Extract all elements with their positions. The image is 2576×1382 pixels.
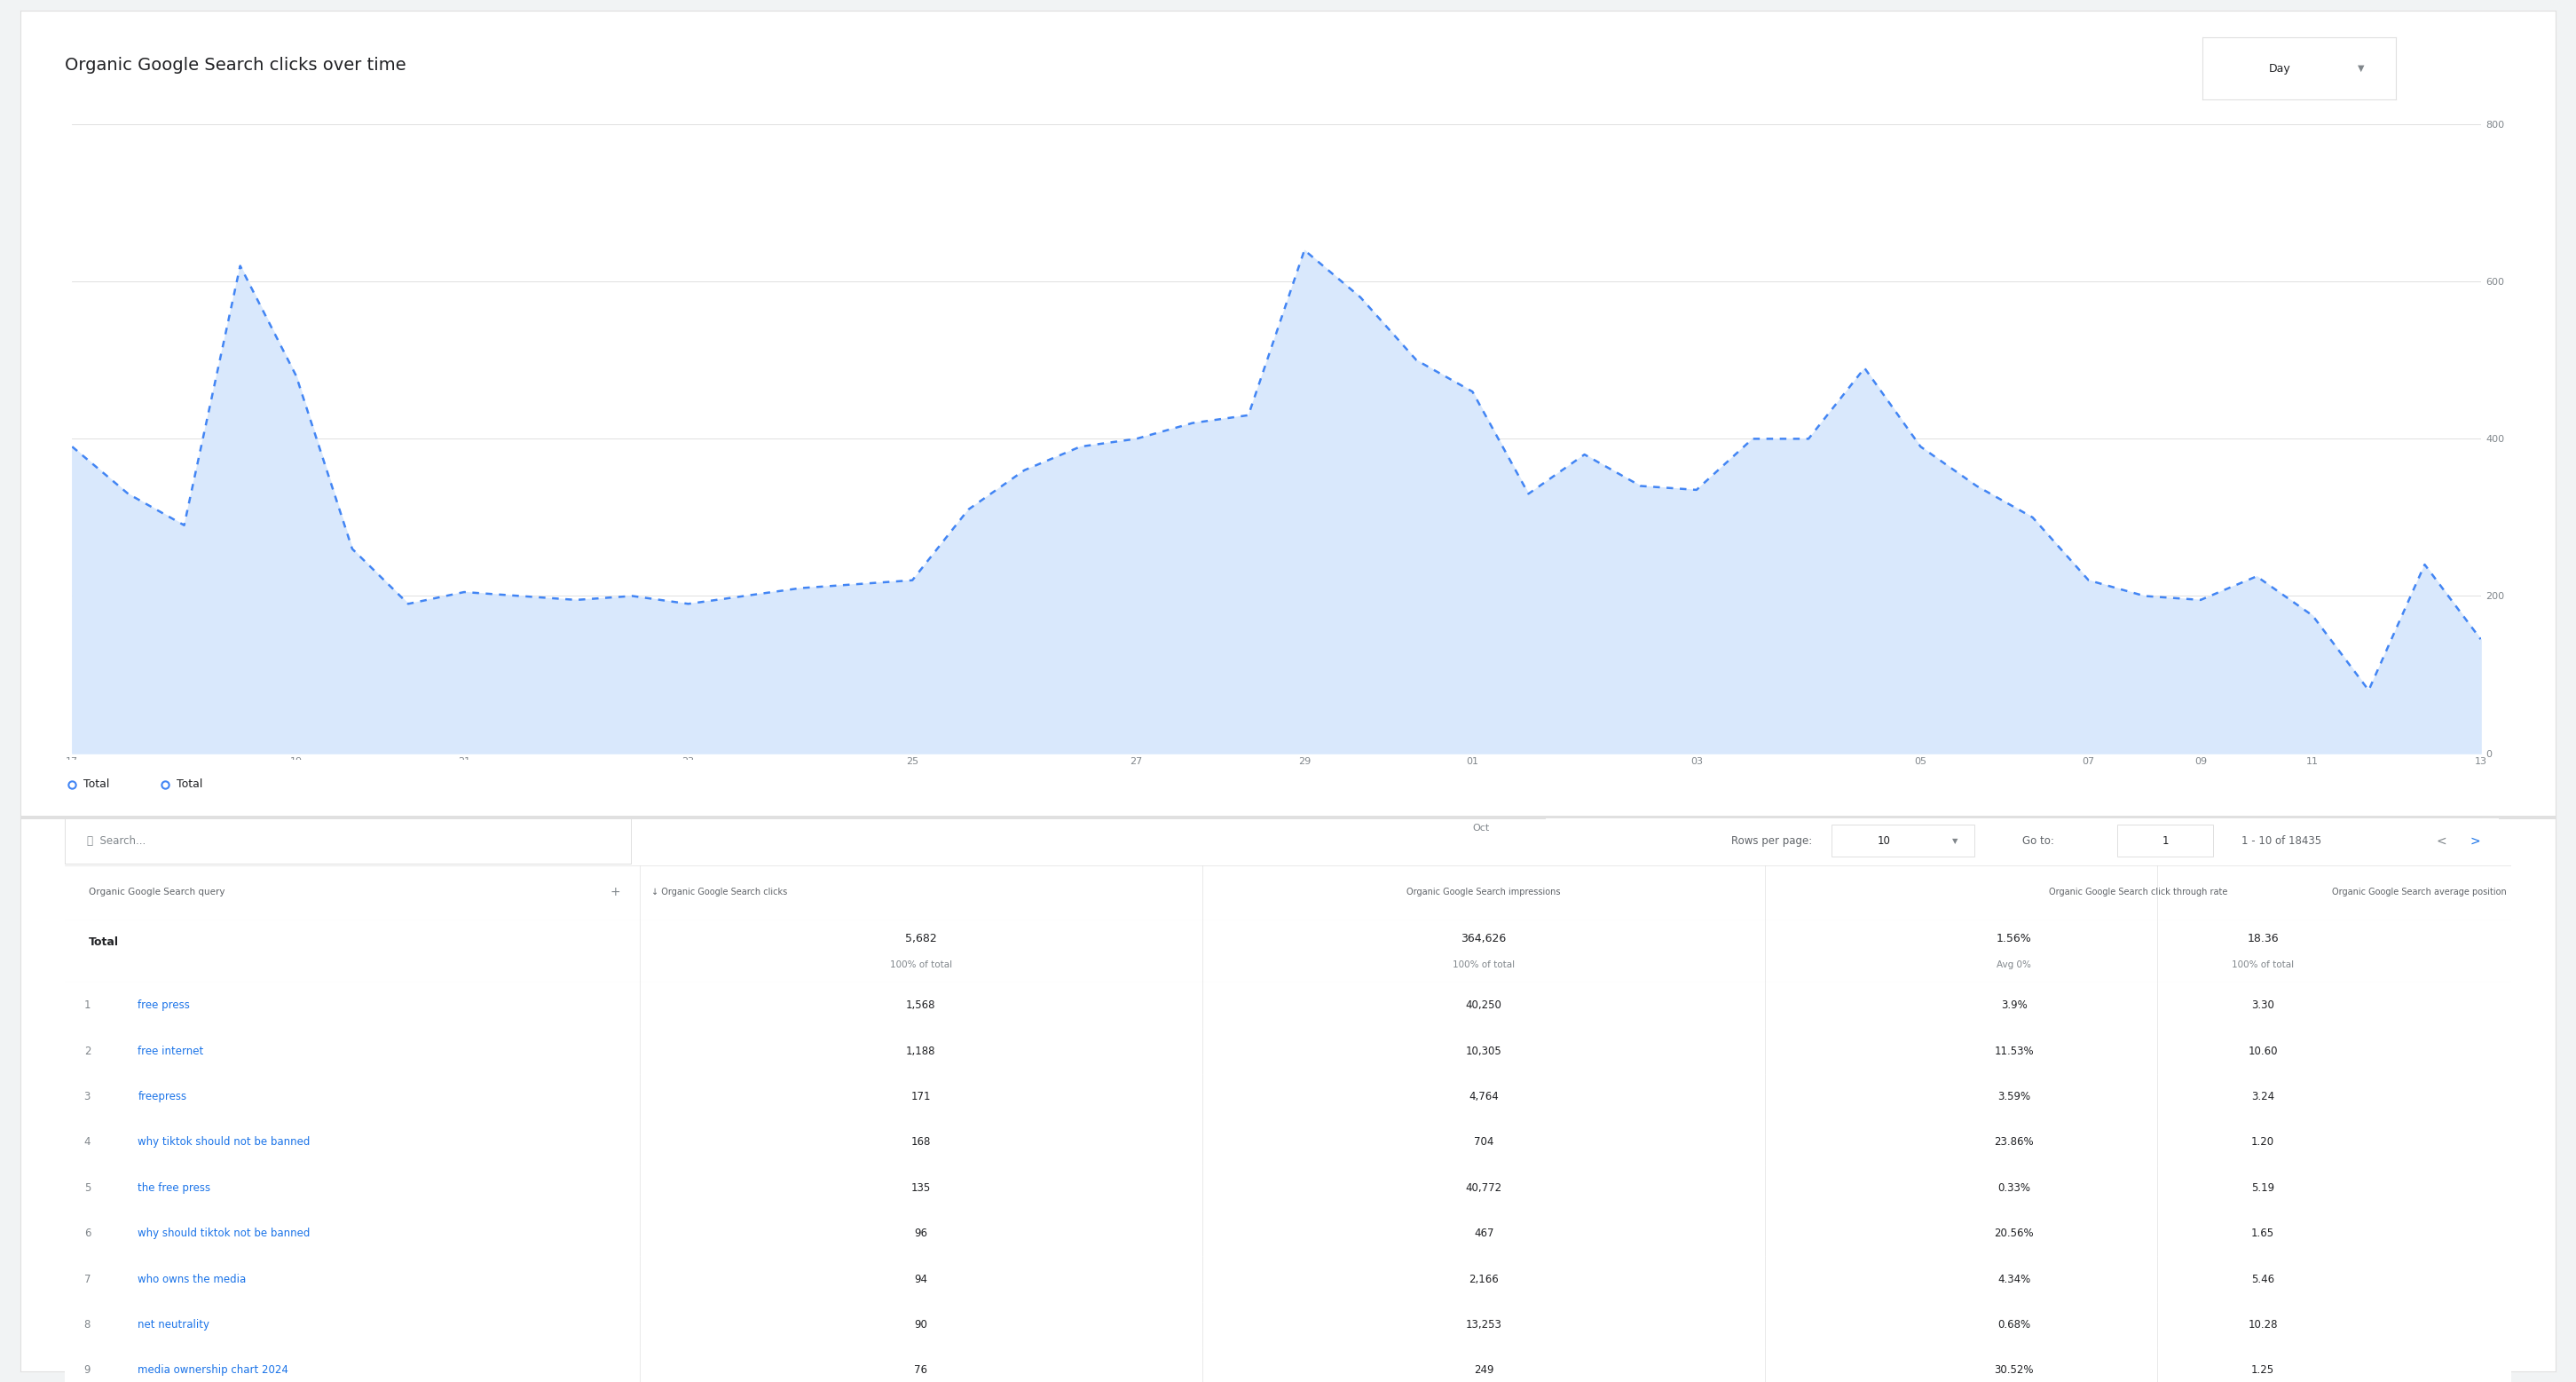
Text: 2: 2 <box>85 1045 90 1057</box>
Text: 18.36: 18.36 <box>2246 933 2280 945</box>
Text: 100% of total: 100% of total <box>2231 960 2293 970</box>
Text: Sep: Sep <box>72 824 90 833</box>
Text: 8: 8 <box>85 1318 90 1331</box>
Text: 20.56%: 20.56% <box>1994 1227 2035 1240</box>
Text: Day: Day <box>2269 62 2290 75</box>
Text: 40,250: 40,250 <box>1466 999 1502 1012</box>
Text: net neutrality: net neutrality <box>139 1318 209 1331</box>
FancyBboxPatch shape <box>1832 825 1976 857</box>
Text: Organic Google Search clicks over time: Organic Google Search clicks over time <box>64 57 404 75</box>
Text: 3.59%: 3.59% <box>1996 1090 2030 1103</box>
Text: why tiktok should not be banned: why tiktok should not be banned <box>139 1136 309 1148</box>
Text: 30.52%: 30.52% <box>1994 1364 2032 1376</box>
Text: the free press: the free press <box>139 1182 211 1194</box>
Text: 76: 76 <box>914 1364 927 1376</box>
Text: 0.68%: 0.68% <box>1996 1318 2030 1331</box>
Text: 40,772: 40,772 <box>1466 1182 1502 1194</box>
Text: Total: Total <box>88 937 118 948</box>
Text: 1.20: 1.20 <box>2251 1136 2275 1148</box>
Text: 1.56%: 1.56% <box>1996 933 2032 945</box>
Text: Organic Google Search click through rate: Organic Google Search click through rate <box>2048 887 2228 896</box>
Text: Total: Total <box>175 778 204 791</box>
Text: +: + <box>611 886 621 898</box>
Text: 7: 7 <box>85 1273 90 1285</box>
Text: 1 - 10 of 18435: 1 - 10 of 18435 <box>2241 835 2321 847</box>
Text: 364,626: 364,626 <box>1461 933 1507 945</box>
Text: Oct: Oct <box>1473 824 1489 833</box>
Text: 10,305: 10,305 <box>1466 1045 1502 1057</box>
Text: 4,764: 4,764 <box>1468 1090 1499 1103</box>
Text: Organic Google Search impressions: Organic Google Search impressions <box>1406 887 1561 896</box>
Text: Go to:: Go to: <box>2022 835 2053 847</box>
Text: 5.46: 5.46 <box>2251 1273 2275 1285</box>
Text: 3.24: 3.24 <box>2251 1090 2275 1103</box>
Text: 11.53%: 11.53% <box>1994 1045 2035 1057</box>
Text: 5: 5 <box>85 1182 90 1194</box>
Text: Organic Google Search average position: Organic Google Search average position <box>2331 887 2506 896</box>
Text: Rows per page:: Rows per page: <box>1731 835 1814 847</box>
Text: 10.60: 10.60 <box>2249 1045 2277 1057</box>
Text: 13,253: 13,253 <box>1466 1318 1502 1331</box>
Text: 0.33%: 0.33% <box>1996 1182 2030 1194</box>
Text: 4.34%: 4.34% <box>1996 1273 2030 1285</box>
Text: 5.19: 5.19 <box>2251 1182 2275 1194</box>
Text: free internet: free internet <box>139 1045 204 1057</box>
Text: Avg 0%: Avg 0% <box>1996 960 2032 970</box>
Text: 10.28: 10.28 <box>2249 1318 2277 1331</box>
Text: 1: 1 <box>85 999 90 1012</box>
Text: ▼: ▼ <box>1953 837 1958 844</box>
Text: ↓ Organic Google Search clicks: ↓ Organic Google Search clicks <box>652 887 788 896</box>
Text: 3.30: 3.30 <box>2251 999 2275 1012</box>
Text: freepress: freepress <box>139 1090 185 1103</box>
Text: Organic Google Search query: Organic Google Search query <box>88 887 224 896</box>
Text: 94: 94 <box>914 1273 927 1285</box>
Text: 23.86%: 23.86% <box>1994 1136 2035 1148</box>
Text: 168: 168 <box>912 1136 930 1148</box>
Text: who owns the media: who owns the media <box>139 1273 247 1285</box>
Text: 90: 90 <box>914 1318 927 1331</box>
Text: 96: 96 <box>914 1227 927 1240</box>
Text: 135: 135 <box>912 1182 930 1194</box>
Text: 100% of total: 100% of total <box>1453 960 1515 970</box>
Text: 1.65: 1.65 <box>2251 1227 2275 1240</box>
Text: 10: 10 <box>1878 835 1891 847</box>
Text: 467: 467 <box>1473 1227 1494 1240</box>
Text: why should tiktok not be banned: why should tiktok not be banned <box>139 1227 309 1240</box>
Text: Total: Total <box>82 778 111 791</box>
Text: 704: 704 <box>1473 1136 1494 1148</box>
Text: 2,166: 2,166 <box>1468 1273 1499 1285</box>
Text: 🔍  Search...: 🔍 Search... <box>88 835 147 847</box>
Text: 3.9%: 3.9% <box>2002 999 2027 1012</box>
FancyBboxPatch shape <box>2117 825 2213 857</box>
Text: 100% of total: 100% of total <box>889 960 953 970</box>
Text: >: > <box>2470 835 2481 847</box>
Text: 249: 249 <box>1473 1364 1494 1376</box>
Text: 1,568: 1,568 <box>907 999 935 1012</box>
Text: free press: free press <box>139 999 191 1012</box>
Text: 3: 3 <box>85 1090 90 1103</box>
Text: media ownership chart 2024: media ownership chart 2024 <box>139 1364 289 1376</box>
Text: <: < <box>2437 835 2447 847</box>
Text: 4: 4 <box>85 1136 90 1148</box>
Text: 1.25: 1.25 <box>2251 1364 2275 1376</box>
Text: 6: 6 <box>85 1227 90 1240</box>
Text: 171: 171 <box>912 1090 930 1103</box>
Text: 9: 9 <box>85 1364 90 1376</box>
Text: 1,188: 1,188 <box>907 1045 935 1057</box>
Text: ▼: ▼ <box>2357 64 2365 73</box>
Text: 5,682: 5,682 <box>904 933 938 945</box>
Text: 1: 1 <box>2161 835 2169 847</box>
